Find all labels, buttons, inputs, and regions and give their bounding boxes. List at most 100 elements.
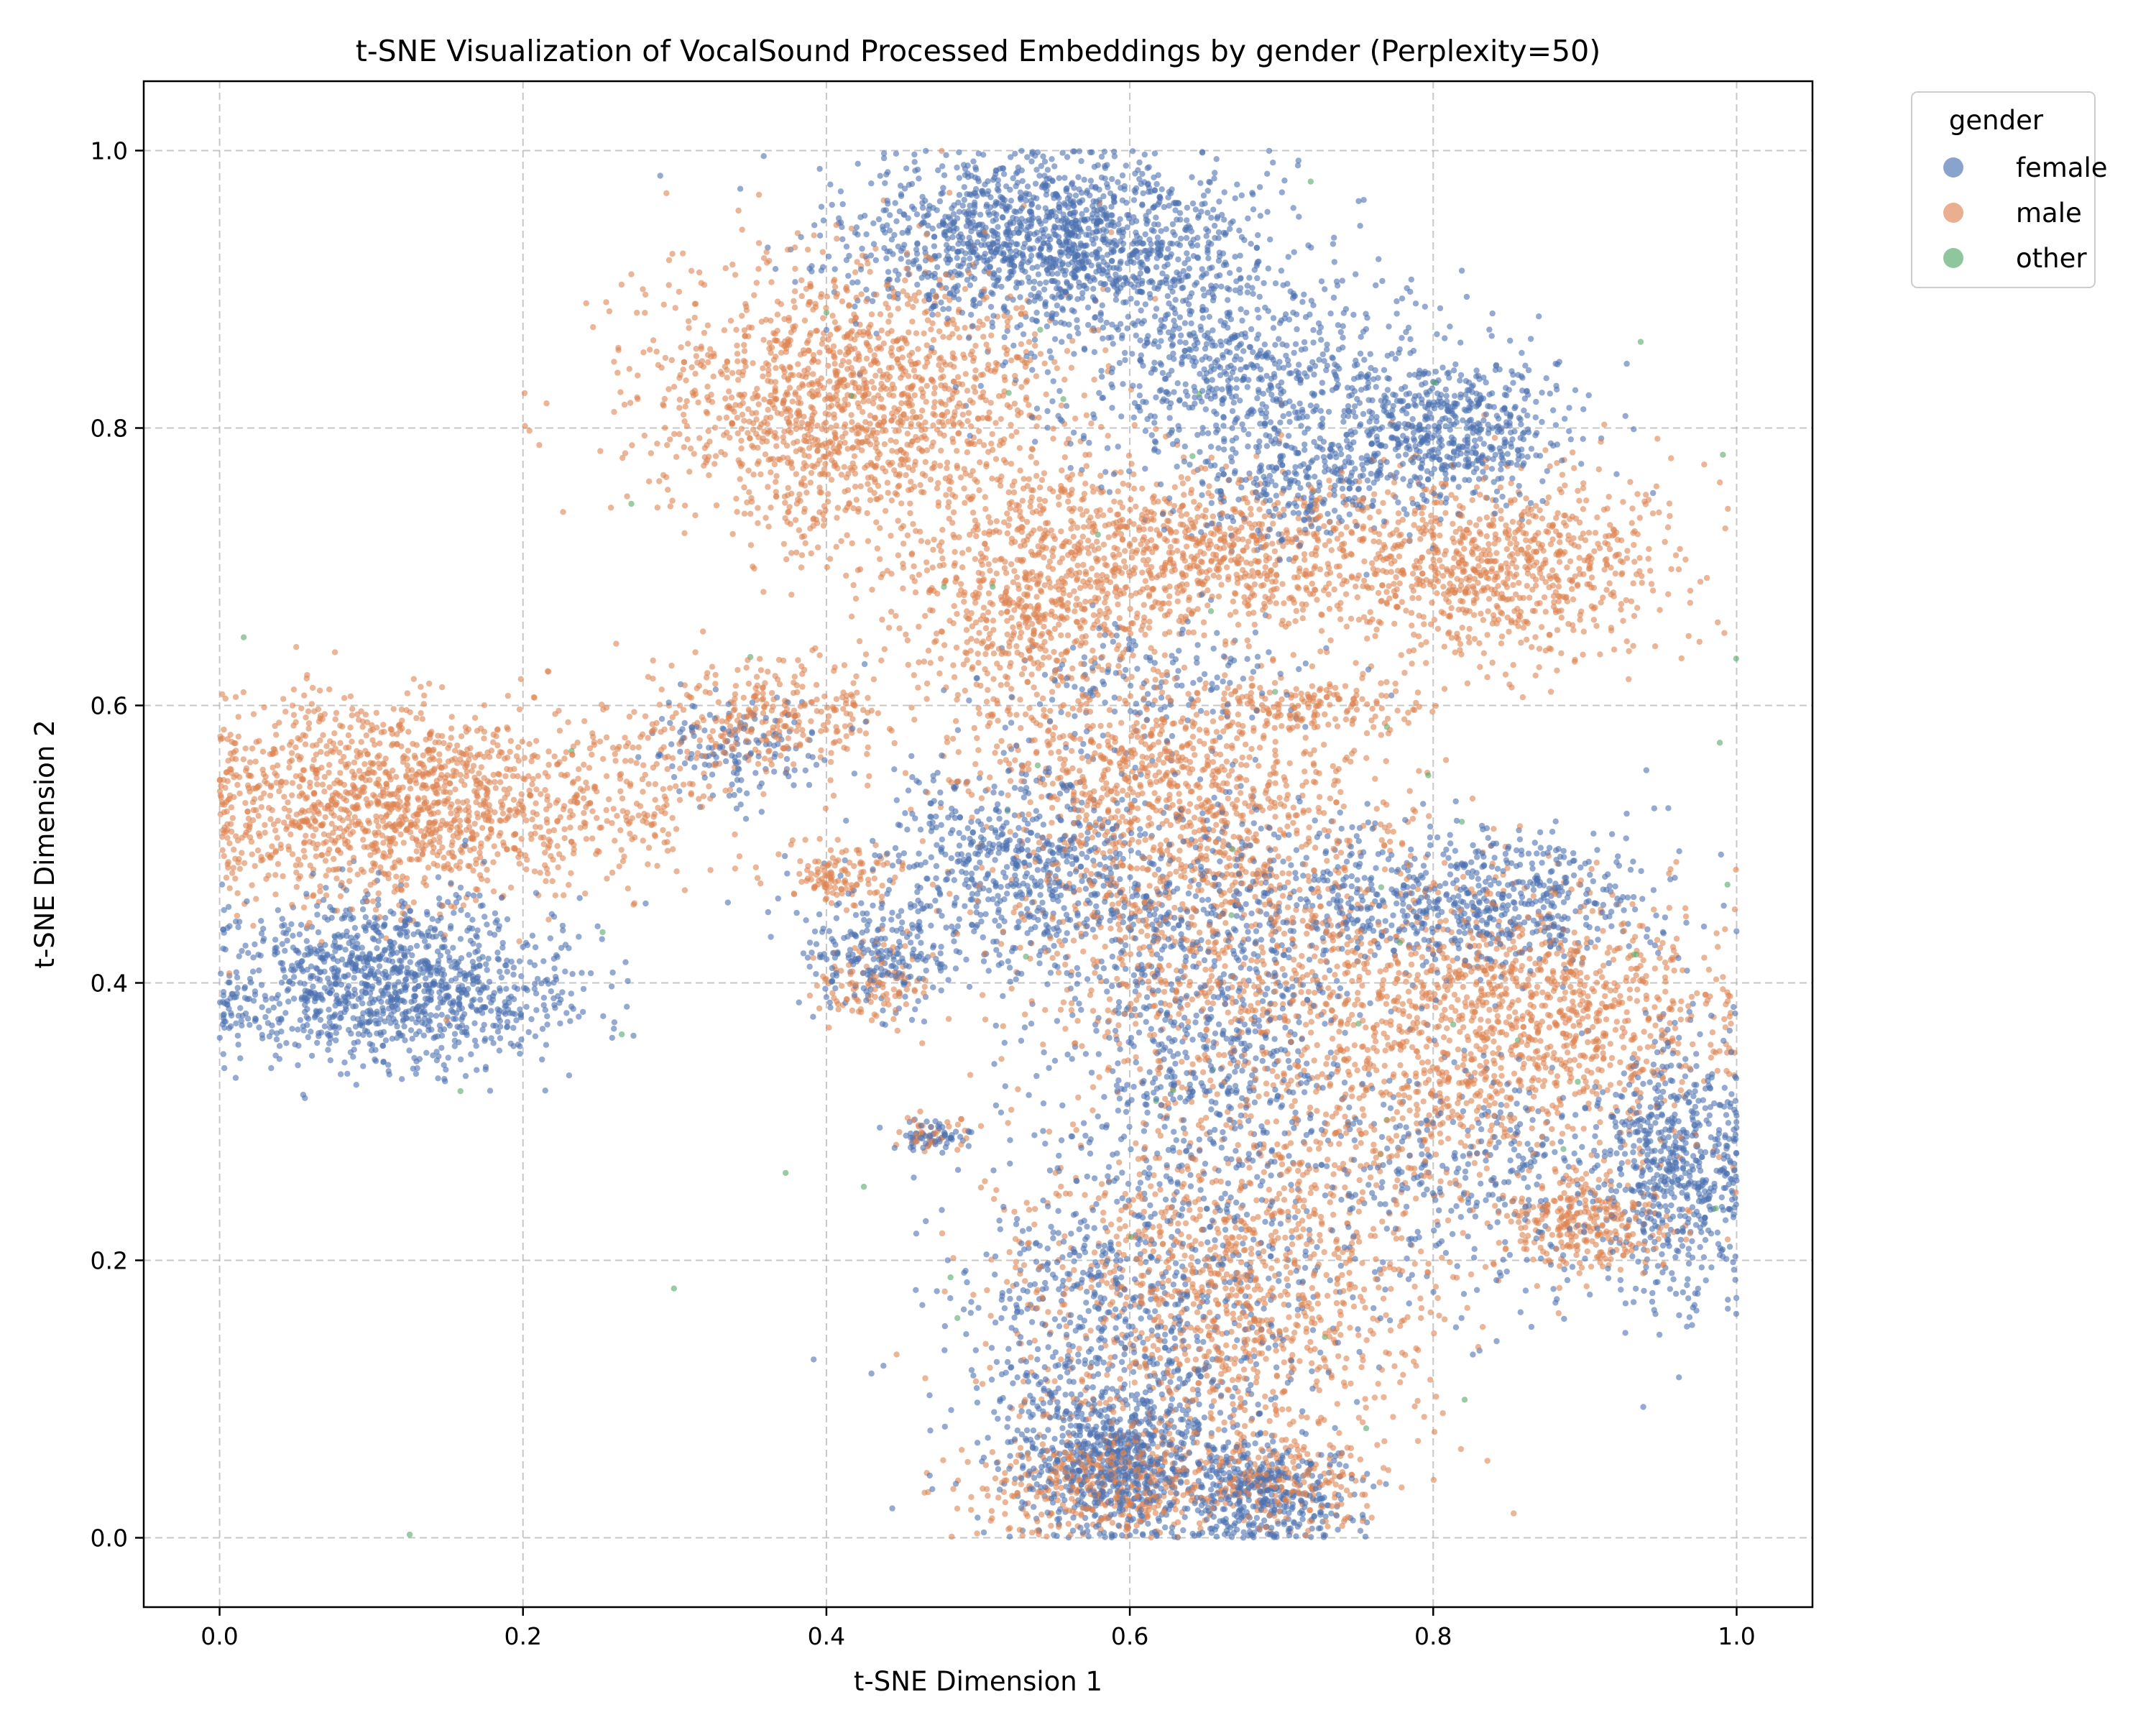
female-point xyxy=(851,770,858,777)
female-point xyxy=(1270,160,1276,166)
male-point xyxy=(1045,1309,1051,1315)
female-point xyxy=(1034,1356,1041,1363)
female-point xyxy=(1367,351,1373,357)
male-point xyxy=(660,301,667,308)
female-point xyxy=(1221,438,1227,445)
male-point xyxy=(813,328,819,334)
male-point xyxy=(992,456,1000,462)
female-point xyxy=(259,1004,265,1011)
female-point xyxy=(1507,337,1514,344)
female-point xyxy=(1014,1374,1021,1381)
male-point xyxy=(1286,1314,1292,1320)
male-point xyxy=(471,714,479,721)
male-point xyxy=(801,317,808,324)
male-point xyxy=(760,791,767,798)
male-point xyxy=(1301,1067,1307,1074)
male-point xyxy=(1580,506,1587,512)
male-point xyxy=(681,530,688,536)
female-point xyxy=(272,937,279,943)
male-point xyxy=(1348,615,1355,622)
male-point xyxy=(844,401,852,408)
female-point xyxy=(1381,1101,1387,1108)
male-point xyxy=(765,484,771,490)
female-point xyxy=(1276,336,1282,342)
female-point xyxy=(1199,492,1205,499)
male-point xyxy=(1284,1292,1291,1298)
female-point xyxy=(1506,893,1512,899)
female-point xyxy=(1181,320,1189,326)
female-point xyxy=(913,211,921,218)
male-point xyxy=(510,773,517,779)
female-point xyxy=(911,159,918,165)
female-point xyxy=(1683,919,1690,926)
male-point xyxy=(726,388,732,395)
female-point xyxy=(1194,1258,1201,1265)
male-point xyxy=(1334,963,1340,970)
female-point xyxy=(1207,1486,1215,1493)
female-point xyxy=(1085,1533,1092,1540)
male-point xyxy=(833,543,839,550)
male-point xyxy=(664,442,671,448)
female-point xyxy=(494,949,501,956)
male-point xyxy=(531,868,538,875)
male-point xyxy=(1414,1438,1422,1445)
male-point xyxy=(1089,1107,1096,1114)
male-point xyxy=(1275,853,1281,860)
male-point xyxy=(285,799,291,806)
male-point xyxy=(1606,494,1612,500)
male-point xyxy=(1331,586,1337,593)
male-point xyxy=(1455,1046,1462,1053)
female-point xyxy=(1460,417,1466,423)
male-point xyxy=(893,1351,900,1358)
male-point xyxy=(1298,690,1304,697)
female-point xyxy=(1000,171,1008,178)
female-point xyxy=(1049,156,1055,162)
male-point xyxy=(1158,689,1166,696)
male-point xyxy=(853,673,860,680)
female-point xyxy=(1119,1532,1125,1539)
male-point xyxy=(773,473,780,479)
male-point xyxy=(1253,958,1261,965)
male-point xyxy=(913,298,919,304)
female-point xyxy=(1321,358,1327,364)
male-point xyxy=(1277,1292,1284,1299)
male-point xyxy=(1296,886,1303,893)
female-point xyxy=(1069,645,1077,651)
male-point xyxy=(754,385,760,392)
female-point xyxy=(1172,1302,1179,1308)
female-point xyxy=(1434,331,1440,338)
male-point xyxy=(913,330,920,336)
male-point xyxy=(1031,684,1037,691)
male-point xyxy=(870,385,877,391)
male-point xyxy=(267,792,274,799)
male-point xyxy=(826,378,833,385)
female-point xyxy=(1143,1259,1149,1266)
female-point xyxy=(1358,334,1364,340)
male-point xyxy=(1069,487,1075,493)
male-point xyxy=(691,451,697,457)
male-point xyxy=(874,545,881,552)
male-point xyxy=(978,865,985,871)
female-point xyxy=(1192,206,1199,213)
male-point xyxy=(1411,631,1417,638)
female-point xyxy=(1088,1070,1095,1076)
male-point xyxy=(1588,574,1595,581)
female-point xyxy=(1112,1306,1119,1312)
female-point xyxy=(1119,1169,1125,1176)
male-point xyxy=(1059,467,1065,474)
male-point xyxy=(1498,515,1504,523)
male-point xyxy=(516,860,522,867)
male-point xyxy=(822,461,829,467)
female-point xyxy=(333,1037,339,1044)
female-point xyxy=(1201,1414,1208,1421)
female-point xyxy=(1136,392,1143,399)
female-point xyxy=(298,921,305,928)
male-point xyxy=(990,1196,998,1202)
male-point xyxy=(1328,547,1335,553)
female-point xyxy=(1248,241,1254,247)
female-point xyxy=(957,1133,964,1140)
female-point xyxy=(1669,1270,1675,1276)
female-point xyxy=(1650,489,1657,497)
male-point xyxy=(289,792,295,799)
male-point xyxy=(1218,1350,1225,1357)
